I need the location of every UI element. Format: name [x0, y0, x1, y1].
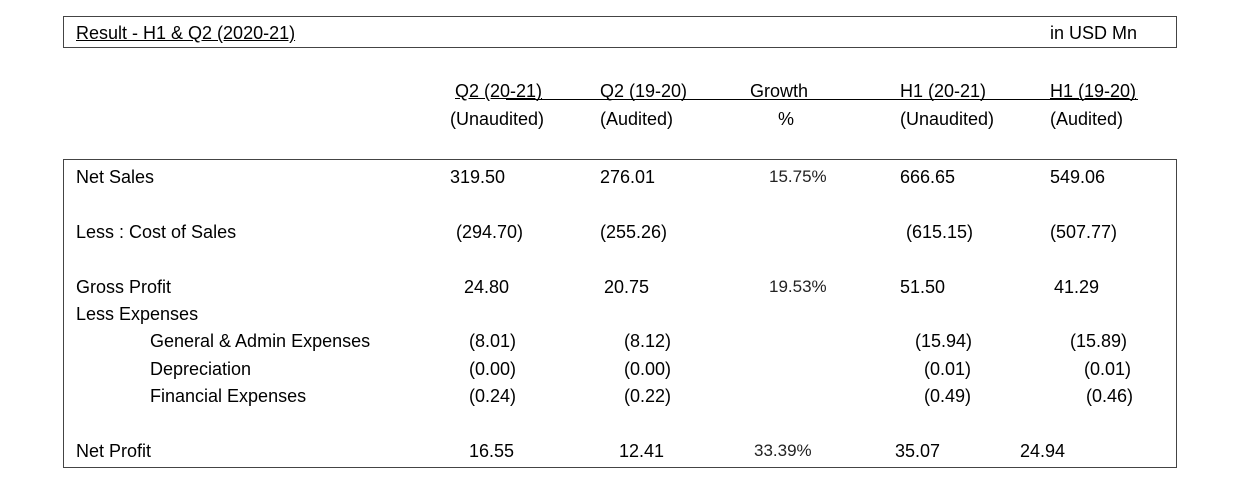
financial-q2-2021: (0.24) [469, 386, 517, 406]
gross-profit-growth: 19.53% [769, 277, 827, 296]
row-label-gross-profit: Gross Profit [76, 277, 172, 297]
gross-profit-h1-1920: 41.29 [1054, 277, 1100, 297]
row-label-financial-expenses: Financial Expenses [150, 386, 307, 406]
financial-h1-2021: (0.49) [924, 386, 972, 406]
depreciation-h1-1920: (0.01) [1084, 359, 1132, 379]
net-profit-h1-2021: 35.07 [895, 441, 941, 461]
cost-of-sales-h1-2021: (615.15) [906, 222, 974, 242]
col-header-growth: Growth [750, 81, 809, 101]
row-label-net-sales: Net Sales [76, 167, 155, 187]
net-profit-q2-1920: 12.41 [619, 441, 665, 461]
cost-of-sales-q2-1920: (255.26) [600, 222, 668, 242]
net-sales-h1-1920: 549.06 [1050, 167, 1106, 187]
row-label-cost-of-sales: Less : Cost of Sales [76, 222, 237, 242]
net-profit-q2-2021: 16.55 [469, 441, 515, 461]
net-sales-q2-2021: 319.50 [450, 167, 506, 187]
unit-label: in USD Mn [1050, 23, 1138, 43]
col-header-q2-1920: Q2 (19-20) [600, 81, 688, 101]
cost-of-sales-q2-2021: (294.70) [456, 222, 524, 242]
gross-profit-q2-1920: 20.75 [604, 277, 650, 297]
page-title: Result - H1 & Q2 (2020-21) [76, 23, 296, 43]
col-header-h1-1920: H1 (19-20) [1050, 81, 1137, 101]
header-underline [506, 99, 1138, 100]
net-profit-h1-1920: 24.94 [1020, 441, 1066, 461]
row-label-depreciation: Depreciation [150, 359, 252, 379]
row-label-less-expenses: Less Expenses [76, 304, 199, 324]
col-subheader-h1-2021: (Unaudited) [900, 109, 995, 129]
gen-admin-q2-2021: (8.01) [469, 331, 517, 351]
row-label-net-profit: Net Profit [76, 441, 152, 461]
cost-of-sales-h1-1920: (507.77) [1050, 222, 1118, 242]
col-subheader-q2-2021: (Unaudited) [450, 109, 545, 129]
table-body-box [63, 159, 1177, 468]
financial-h1-1920: (0.46) [1086, 386, 1134, 406]
depreciation-h1-2021: (0.01) [924, 359, 972, 379]
col-header-h1-2021: H1 (20-21) [900, 81, 987, 101]
net-sales-q2-1920: 276.01 [600, 167, 656, 187]
net-profit-growth: 33.39% [754, 441, 812, 460]
gen-admin-h1-2021: (15.94) [915, 331, 973, 351]
title-box [63, 16, 1177, 48]
gen-admin-h1-1920: (15.89) [1070, 331, 1128, 351]
financial-q2-1920: (0.22) [624, 386, 672, 406]
gross-profit-q2-2021: 24.80 [464, 277, 510, 297]
gross-profit-h1-2021: 51.50 [900, 277, 946, 297]
col-subheader-growth: % [778, 109, 795, 129]
row-label-gen-admin: General & Admin Expenses [150, 331, 371, 351]
col-header-q2-2021: Q2 (20-21) [455, 81, 543, 101]
net-sales-growth: 15.75% [769, 167, 827, 186]
depreciation-q2-1920: (0.00) [624, 359, 672, 379]
net-sales-h1-2021: 666.65 [900, 167, 956, 187]
col-subheader-q2-1920: (Audited) [600, 109, 674, 129]
depreciation-q2-2021: (0.00) [469, 359, 517, 379]
gen-admin-q2-1920: (8.12) [624, 331, 672, 351]
col-subheader-h1-1920: (Audited) [1050, 109, 1124, 129]
